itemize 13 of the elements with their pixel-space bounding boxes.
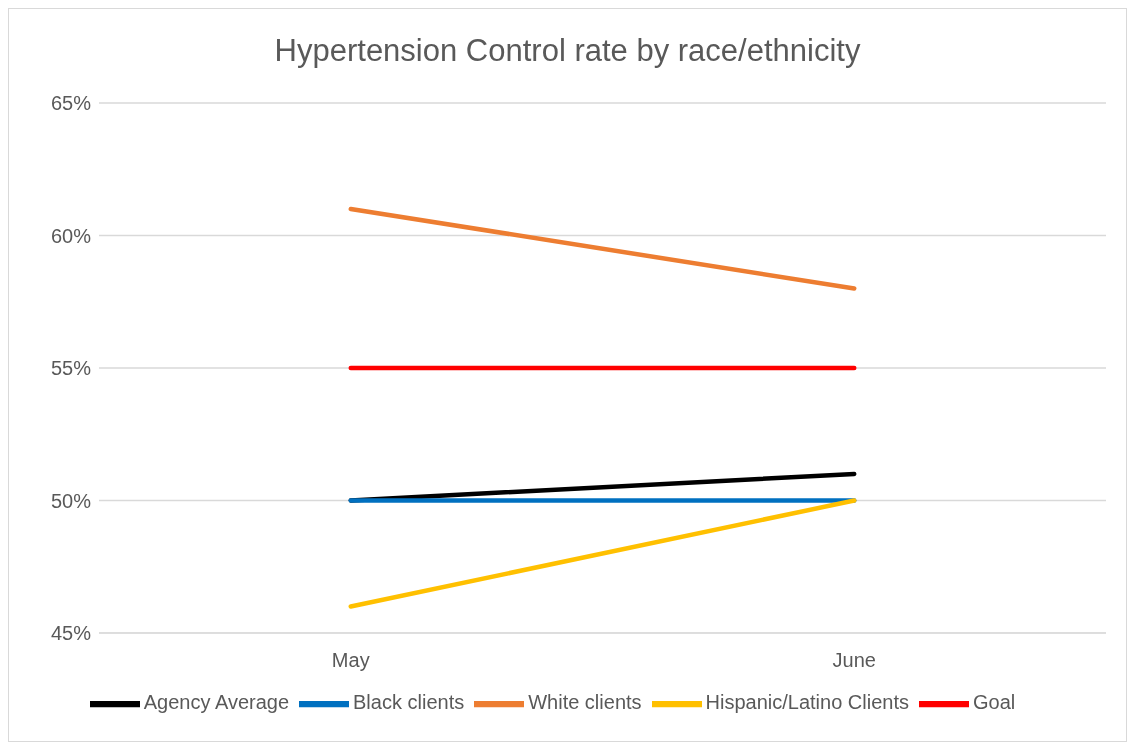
x-tick-label: June [832,649,876,672]
chart-title: Hypertension Control rate by race/ethnicity [273,32,862,70]
legend-label: Agency Average [143,691,290,714]
legend-label: White clients [528,691,642,714]
y-tick-label: 50% [50,489,92,512]
legend-label: Goal [973,691,1016,714]
y-tick-label: 65% [50,92,92,115]
y-tick-label: 60% [50,224,92,247]
x-tick-label: May [331,649,370,672]
y-tick-label: 45% [50,622,92,645]
legend-label: Hispanic/Latino Clients [705,691,909,714]
legend-label: Black clients [353,691,465,714]
y-tick-label: 55% [50,357,92,380]
